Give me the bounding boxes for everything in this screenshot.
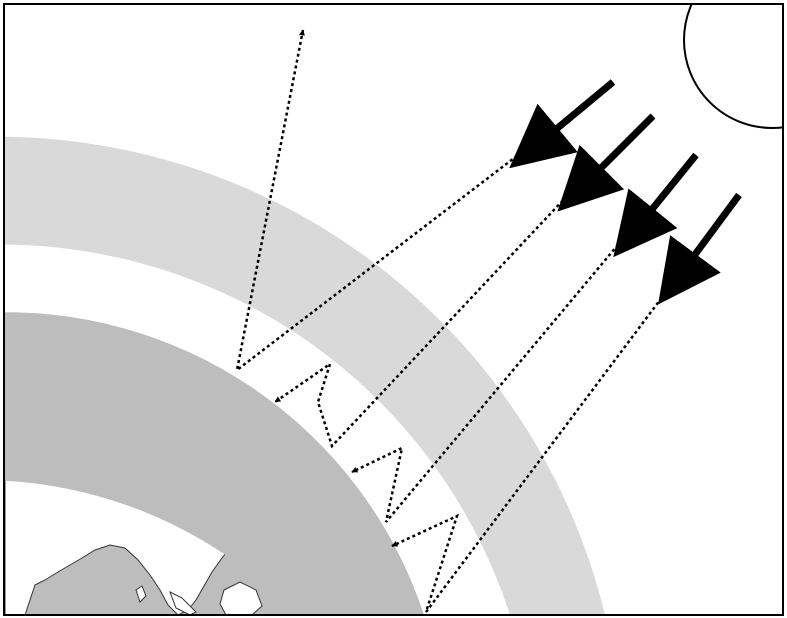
incoming-ray-1 <box>509 79 616 169</box>
incoming-ray-4 <box>658 192 742 305</box>
reflected-ray <box>235 29 523 373</box>
incoming-ray-2 <box>557 113 656 212</box>
sun-icon <box>683 5 783 129</box>
earth-globe-icon <box>5 312 424 615</box>
landmass-sakhalin <box>300 400 310 424</box>
incoming-rays <box>509 79 742 305</box>
atmosphere-band <box>5 136 605 615</box>
incoming-ray-3 <box>613 152 699 258</box>
landmass-srilanka <box>135 585 147 603</box>
diagram-frame <box>3 3 784 616</box>
trapped-ray-3 <box>391 287 670 613</box>
landmass-borneo <box>219 581 263 615</box>
landmass-sumatra <box>169 590 197 615</box>
trapped-ray-1 <box>274 195 568 449</box>
